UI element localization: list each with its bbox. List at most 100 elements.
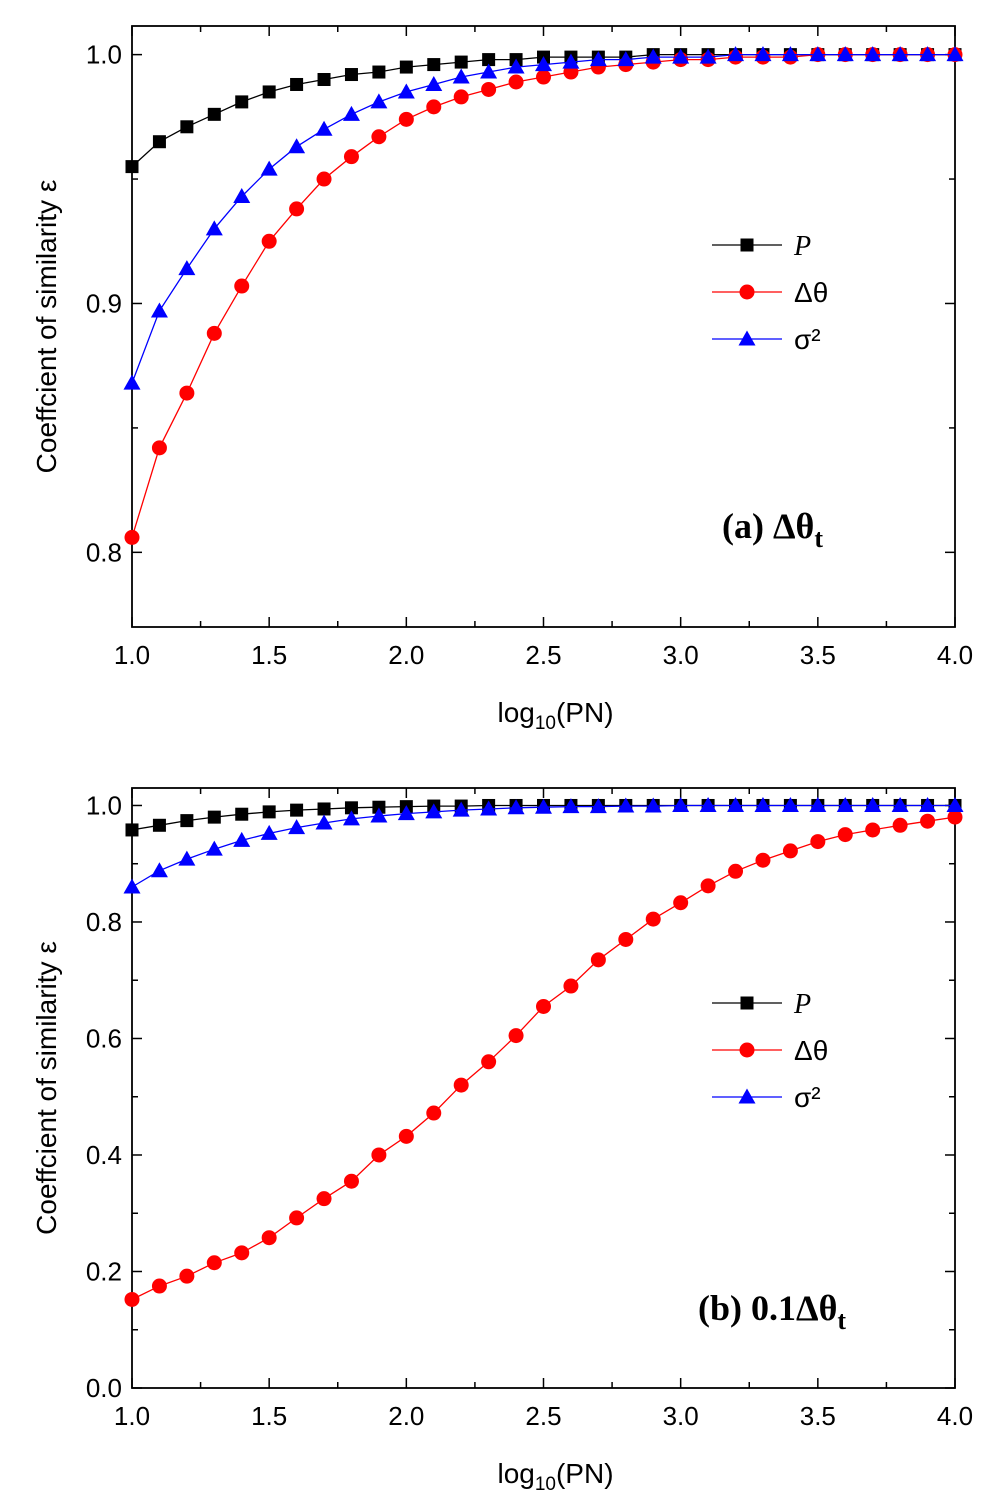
data-point <box>865 822 881 838</box>
data-point <box>124 1291 140 1307</box>
data-point <box>920 813 936 829</box>
legend-marker <box>740 996 754 1010</box>
legend-label: σ² <box>794 1082 821 1113</box>
data-point <box>836 46 854 62</box>
x-tick-label: 3.0 <box>663 1401 699 1431</box>
y-tick-label: 0.8 <box>86 537 122 567</box>
data-point <box>946 796 964 812</box>
y-axis-title: Coeffcient of similarity ε <box>31 180 62 474</box>
data-point <box>316 1191 332 1207</box>
data-point <box>370 93 388 109</box>
legend-label: P <box>793 231 811 262</box>
legend-label: σ² <box>794 324 821 355</box>
x-tick-label: 1.5 <box>251 640 287 670</box>
legend-marker <box>740 238 754 252</box>
data-point <box>425 75 443 91</box>
panel-label-main: (a) Δθ <box>722 506 814 546</box>
data-point <box>342 810 360 826</box>
data-point <box>261 233 277 249</box>
data-point <box>481 81 497 97</box>
y-tick-label: 0.2 <box>86 1256 122 1286</box>
legend-label: P <box>793 989 811 1020</box>
data-point <box>398 1128 414 1144</box>
data-point <box>205 840 223 856</box>
x-tick-label: 1.0 <box>114 640 150 670</box>
x-axis-title-sub: 10 <box>535 1474 556 1495</box>
x-axis-title-main: log <box>497 1458 534 1489</box>
y-tick-label: 1.0 <box>86 790 122 820</box>
data-point <box>261 1230 277 1246</box>
legend: P Δθ σ² <box>712 989 828 1113</box>
data-point <box>837 827 853 843</box>
data-point <box>179 385 195 401</box>
x-axis-title-tail: (PN) <box>556 697 614 728</box>
data-point <box>535 56 552 72</box>
data-point <box>151 440 167 456</box>
data-point <box>809 46 827 62</box>
data-point <box>508 74 524 90</box>
data-point <box>618 931 634 947</box>
chart-panel-a: 1.0 1.5 2.0 2.5 3.0 3.5 4.0 0.8 0.9 1.0 log10(PN) C… <box>31 25 973 734</box>
legend-marker <box>738 330 756 346</box>
data-point <box>864 46 882 62</box>
legend-label: Δθ <box>794 1035 828 1066</box>
data-point <box>343 1173 359 1189</box>
x-tick-label: 1.5 <box>251 1401 287 1431</box>
data-point <box>123 374 141 390</box>
x-tick-label: 4.0 <box>937 1401 973 1431</box>
data-point <box>317 802 331 816</box>
data-point <box>398 111 414 127</box>
data-point <box>700 878 716 894</box>
data-point <box>260 160 278 176</box>
data-point <box>150 302 168 318</box>
panel-label: (a) Δθt <box>722 506 823 553</box>
data-point <box>452 801 470 817</box>
series-triangle <box>123 796 964 894</box>
y-tick-label: 0.0 <box>86 1373 122 1403</box>
data-point <box>290 77 304 91</box>
x-axis-title: log10(PN) <box>497 1458 613 1495</box>
data-point <box>535 798 552 814</box>
y-tick-label: 0.9 <box>86 288 122 318</box>
x-tick-label: 3.5 <box>800 1401 836 1431</box>
data-point <box>672 796 690 812</box>
y-tick-label: 1.0 <box>86 40 122 70</box>
data-point <box>836 796 854 812</box>
data-point <box>507 799 525 815</box>
data-point <box>290 803 304 817</box>
data-point <box>699 48 717 64</box>
data-point <box>179 1268 195 1284</box>
data-point <box>727 46 745 62</box>
data-point <box>480 63 498 79</box>
legend: P Δθ σ² <box>712 231 828 355</box>
data-point <box>206 325 222 341</box>
data-point <box>370 807 388 823</box>
data-point <box>892 817 908 833</box>
y-tick-label: 0.6 <box>86 1023 122 1053</box>
data-point <box>589 51 607 67</box>
x-axis-title-sub: 10 <box>535 713 556 734</box>
data-point <box>371 129 387 145</box>
data-point <box>536 69 551 85</box>
data-point <box>152 818 166 832</box>
data-point <box>426 1105 442 1121</box>
data-point <box>645 911 661 927</box>
data-point <box>260 824 278 840</box>
x-axis-title: log10(PN) <box>497 697 613 734</box>
data-point <box>562 798 580 814</box>
data-point <box>234 1245 250 1261</box>
data-point <box>452 68 470 84</box>
x-tick-label: 1.0 <box>114 1401 150 1431</box>
x-tick-label: 4.0 <box>937 640 973 670</box>
data-point <box>754 796 772 812</box>
data-point <box>727 796 745 812</box>
data-point <box>891 46 909 62</box>
data-point <box>673 895 689 911</box>
data-point <box>426 99 442 115</box>
data-point <box>344 801 358 815</box>
data-point <box>123 878 141 894</box>
data-point <box>728 863 744 879</box>
legend-label: Δθ <box>794 277 828 308</box>
data-point <box>207 810 221 824</box>
data-point <box>342 105 360 121</box>
